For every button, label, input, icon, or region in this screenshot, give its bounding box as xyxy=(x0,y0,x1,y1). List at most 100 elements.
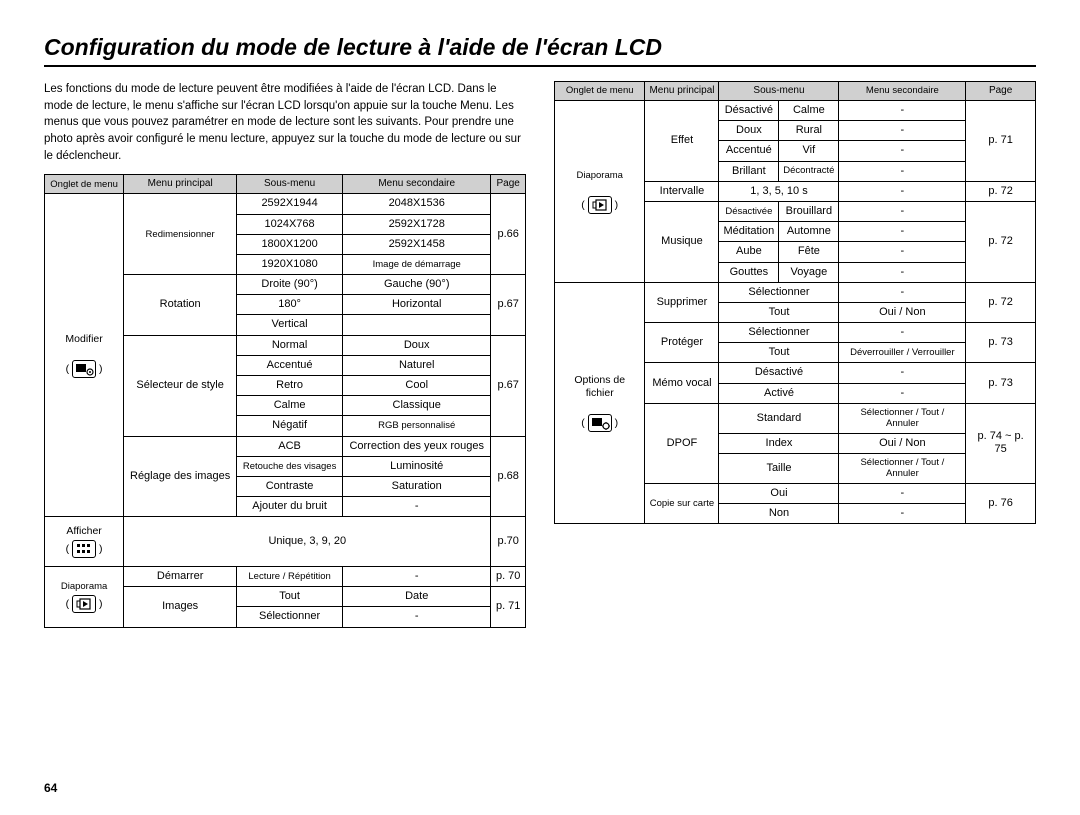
page-ref: p.70 xyxy=(491,517,526,567)
tab-diaporama-right: Diaporama ( ) xyxy=(555,101,645,283)
hdr-onglet: Onglet de menu xyxy=(555,82,645,101)
cell: Fête xyxy=(779,242,839,262)
cell: Négatif xyxy=(237,416,343,436)
memo-label: Mémo vocal xyxy=(645,363,719,403)
cell: - xyxy=(839,242,966,262)
hdr-principal: Menu principal xyxy=(645,82,719,101)
demarrer-label: Démarrer xyxy=(124,566,237,586)
musique-label: Musique xyxy=(645,201,719,282)
afficher-icon: ( ) xyxy=(66,540,103,558)
cell: - xyxy=(839,383,966,403)
diaporama-label: Diaporama xyxy=(61,581,107,592)
page-ref: p.66 xyxy=(491,194,526,275)
cell: Tout xyxy=(237,587,343,607)
page-ref: p. 73 xyxy=(966,363,1036,403)
cell: - xyxy=(839,181,966,201)
hdr-sousmenu: Sous-menu xyxy=(237,175,343,194)
cell: Décontracté xyxy=(779,161,839,181)
cell: 1920X1080 xyxy=(237,254,343,274)
cell: Lecture / Répétition xyxy=(237,566,343,586)
cell: Activé xyxy=(719,383,839,403)
cell: Sélectionner xyxy=(719,282,839,302)
hdr-page: Page xyxy=(966,82,1036,101)
menu-table-right: Onglet de menu Menu principal Sous-menu … xyxy=(554,81,1036,524)
page-ref: p. 71 xyxy=(966,101,1036,182)
cell: - xyxy=(839,503,966,523)
cell: Gauche (90°) xyxy=(343,275,491,295)
page-ref: p. 72 xyxy=(966,181,1036,201)
cell: Horizontal xyxy=(343,295,491,315)
cell: - xyxy=(839,282,966,302)
intervalle-label: Intervalle xyxy=(645,181,719,201)
cell: - xyxy=(343,566,491,586)
cell: Aube xyxy=(719,242,779,262)
cell: Oui xyxy=(719,483,839,503)
hdr-secondaire: Menu secondaire xyxy=(839,82,966,101)
diaporama-label: Diaporama xyxy=(576,170,622,181)
cell: 180° xyxy=(237,295,343,315)
cell: - xyxy=(839,121,966,141)
hdr-onglet: Onglet de menu xyxy=(45,175,124,194)
cell: 2592X1944 xyxy=(237,194,343,214)
modifier-icon: ( ) xyxy=(66,360,103,378)
cell: Méditation xyxy=(719,222,779,242)
right-column: Onglet de menu Menu principal Sous-menu … xyxy=(554,81,1036,628)
page-ref: p. 76 xyxy=(966,483,1036,523)
cell: 2592X1458 xyxy=(343,234,491,254)
style-label: Sélecteur de style xyxy=(124,335,237,436)
cell: 1, 3, 5, 10 s xyxy=(719,181,839,201)
cell: Vertical xyxy=(237,315,343,335)
cell: - xyxy=(839,201,966,221)
page-title: Configuration du mode de lecture à l'aid… xyxy=(44,34,1036,67)
cell: 2048X1536 xyxy=(343,194,491,214)
page-ref: p.67 xyxy=(491,335,526,436)
page-ref: p. 74 ~ p. 75 xyxy=(966,403,1036,483)
page-ref: p.68 xyxy=(491,436,526,517)
cell: Accentué xyxy=(719,141,779,161)
cell: Standard xyxy=(719,403,839,433)
cell: - xyxy=(839,222,966,242)
dpof-label: DPOF xyxy=(645,403,719,483)
redimensionner-label: Redimensionner xyxy=(124,194,237,275)
hdr-page: Page xyxy=(491,175,526,194)
cell: Normal xyxy=(237,335,343,355)
cell: Brillant xyxy=(719,161,779,181)
afficher-sub: Unique, 3, 9, 20 xyxy=(124,517,491,567)
diaporama-icon: ( ) xyxy=(581,196,618,214)
cell: Sélectionner xyxy=(719,323,839,343)
cell: Luminosité xyxy=(343,456,491,476)
cell: Rural xyxy=(779,121,839,141)
cell: Taille xyxy=(719,453,839,483)
page-ref: p. 72 xyxy=(966,282,1036,322)
cell: - xyxy=(839,363,966,383)
page-ref: p. 72 xyxy=(966,201,1036,282)
cell: Classique xyxy=(343,396,491,416)
page-ref: p. 70 xyxy=(491,566,526,586)
proteger-label: Protéger xyxy=(645,323,719,363)
cell: - xyxy=(343,497,491,517)
afficher-label: Afficher xyxy=(66,525,101,537)
effet-label: Effet xyxy=(645,101,719,182)
cell: Doux xyxy=(343,335,491,355)
diaporama-icon: ( ) xyxy=(66,595,103,613)
copie-label: Copie sur carte xyxy=(645,483,719,523)
cell: - xyxy=(839,141,966,161)
cell: Saturation xyxy=(343,476,491,496)
page-ref: p.67 xyxy=(491,275,526,336)
cell: - xyxy=(839,161,966,181)
cell: Brouillard xyxy=(779,201,839,221)
cell: Contraste xyxy=(237,476,343,496)
cell: - xyxy=(343,607,491,627)
supprimer-label: Supprimer xyxy=(645,282,719,322)
page-ref: p. 71 xyxy=(491,587,526,627)
cell: Ajouter du bruit xyxy=(237,497,343,517)
cell: Image de démarrage xyxy=(343,254,491,274)
cell: Retouche des visages xyxy=(237,456,343,476)
cell: Retro xyxy=(237,376,343,396)
cell: - xyxy=(839,483,966,503)
hdr-secondaire: Menu secondaire xyxy=(343,175,491,194)
tab-afficher: Afficher ( ) xyxy=(45,517,124,567)
cell: - xyxy=(839,323,966,343)
cell: Non xyxy=(719,503,839,523)
cell: Index xyxy=(719,433,839,453)
